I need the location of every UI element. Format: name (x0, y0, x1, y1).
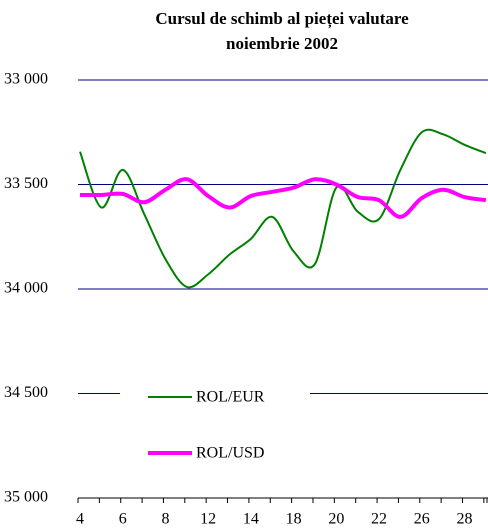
x-tick-label: 6 (119, 511, 127, 528)
x-tick-label: 26 (414, 511, 430, 528)
x-tick-label: 14 (243, 511, 259, 528)
y-tick-label: 35 000 (4, 489, 48, 506)
x-tick-label: 22 (371, 511, 387, 528)
y-tick-label: 33 500 (4, 175, 48, 192)
series-line (79, 128, 487, 289)
x-tick-label: 18 (286, 511, 302, 528)
series-line (79, 177, 487, 219)
y-tick-label: 33 000 (4, 71, 48, 88)
x-tick-label: 12 (200, 511, 216, 528)
chart-subtitle: noiembrie 2002 (226, 34, 338, 53)
legend-box (120, 376, 310, 476)
x-tick-label: 28 (457, 511, 473, 528)
chart-title: Cursul de schimb al pieței valutare (155, 9, 409, 29)
x-tick-label: 8 (161, 511, 169, 528)
y-tick-label: 34 500 (4, 384, 48, 401)
x-tick-label: 20 (328, 511, 344, 528)
y-tick-label: 34 000 (4, 280, 48, 297)
x-tick-label: 4 (76, 511, 84, 528)
legend-label: ROL/EUR (196, 389, 265, 406)
legend-label: ROL/USD (196, 445, 264, 462)
